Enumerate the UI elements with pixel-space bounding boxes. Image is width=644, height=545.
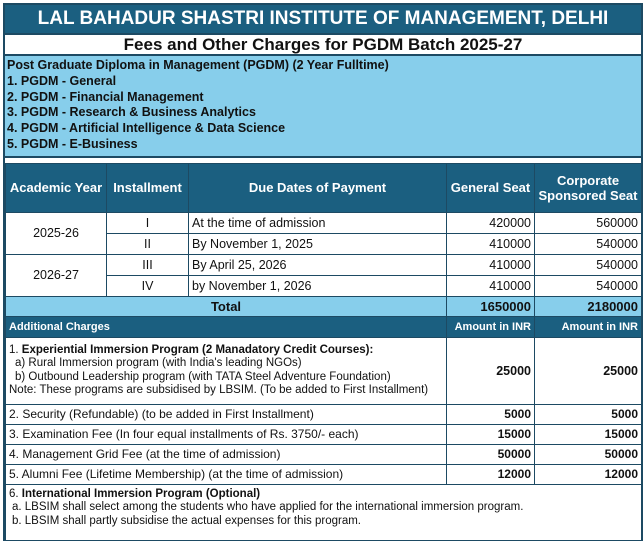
general-amount: 410000: [446, 232, 535, 255]
total-row: Total 1650000 2180000: [5, 295, 642, 317]
installment: II: [106, 232, 189, 255]
col-academic-year: Academic Year: [5, 162, 107, 213]
item-detail: a) Rural Immersion program (with India's…: [15, 357, 302, 370]
corporate-amount: 50000: [534, 443, 642, 465]
installment: IV: [106, 274, 189, 297]
due-date: By November 1, 2025: [188, 232, 447, 255]
program-item: 5. PGDM - E-Business: [7, 136, 138, 151]
additional-row: 5. Alumni Fee (Lifetime Membership) (at …: [5, 463, 642, 485]
amount-label-corporate: Amount in INR: [534, 315, 642, 338]
charge-label: 3. Examination Fee (In four equal instal…: [5, 423, 447, 445]
general-amount: 25000: [446, 336, 535, 405]
charge-label: 2. Security (Refundable) (to be added in…: [5, 403, 447, 425]
col-installment: Installment: [106, 162, 189, 213]
page-title: Fees and Other Charges for PGDM Batch 20…: [5, 35, 641, 56]
item-detail: b) Outbound Leadership program (with TAT…: [15, 370, 391, 383]
item-title: International Immersion Program (Optiona…: [21, 487, 261, 500]
due-date: By April 25, 2026: [188, 253, 447, 276]
program-item: 1. PGDM - General: [7, 73, 117, 88]
program-item: 2. PGDM - Financial Management: [7, 89, 204, 104]
col-corporate-seat: Corporate Sponsored Seat: [534, 162, 642, 213]
general-amount: 15000: [446, 423, 535, 445]
corporate-amount: 25000: [534, 336, 642, 405]
fee-document: LAL BAHADUR SHASTRI INSTITUTE OF MANAGEM…: [3, 3, 643, 541]
col-general-seat: General Seat: [446, 162, 535, 213]
item-number: 6.: [9, 487, 22, 500]
item-detail: b. LBSIM shall partly subsidise the actu…: [12, 514, 362, 527]
col-due-dates: Due Dates of Payment: [188, 162, 447, 213]
additional-row: 3. Examination Fee (In four equal instal…: [5, 423, 642, 445]
installment: I: [106, 211, 189, 234]
additional-row: 6. International Immersion Program (Opti…: [5, 483, 642, 541]
charge-label: 5. Alumni Fee (Lifetime Membership) (at …: [5, 463, 447, 485]
corporate-amount: 540000: [534, 232, 642, 255]
charge-label: 4. Management Grid Fee (at the time of a…: [5, 443, 447, 465]
corporate-amount: 15000: [534, 423, 642, 445]
program-heading: Post Graduate Diploma in Management (PGD…: [7, 58, 389, 72]
corporate-amount: 5000: [534, 403, 642, 425]
table-row: 2026-27 III By April 25, 2026 410000 540…: [5, 253, 642, 297]
amount-label-general: Amount in INR: [446, 315, 535, 338]
program-list: Post Graduate Diploma in Management (PGD…: [5, 56, 641, 158]
item-title: Experiential Immersion Program (2 Manada…: [21, 343, 374, 356]
corporate-amount: 560000: [534, 211, 642, 234]
fee-table-header: Academic Year Installment Due Dates of P…: [5, 162, 642, 213]
additional-charges-header: Additional Charges Amount in INR Amount …: [5, 315, 642, 338]
additional-charges-heading: Additional Charges: [5, 315, 447, 338]
general-amount: 5000: [446, 403, 535, 425]
academic-year: 2025-26: [5, 211, 107, 255]
total-general: 1650000: [446, 295, 535, 317]
program-item: 3. PGDM - Research & Business Analytics: [7, 105, 256, 120]
due-date: At the time of admission: [188, 211, 447, 234]
table-row: 2025-26 I At the time of admission 42000…: [5, 211, 642, 255]
general-amount: 50000: [446, 443, 535, 465]
general-amount: 420000: [446, 211, 535, 234]
item-number: 1.: [9, 343, 22, 356]
fee-table: Academic Year Installment Due Dates of P…: [5, 162, 642, 541]
item-note: Note: These programs are subsidised by L…: [9, 384, 429, 397]
table-row: IV by November 1, 2026 410000 540000: [6, 274, 642, 297]
corporate-amount: 540000: [534, 253, 642, 276]
corporate-amount: 540000: [534, 274, 642, 297]
academic-year: 2026-27: [5, 253, 107, 297]
general-amount: 12000: [446, 463, 535, 485]
total-label: Total: [5, 295, 447, 317]
additional-row: 1. Experiential Immersion Program (2 Man…: [5, 336, 642, 405]
institute-title: LAL BAHADUR SHASTRI INSTITUTE OF MANAGEM…: [5, 5, 641, 35]
general-amount: 410000: [446, 253, 535, 276]
due-date: by November 1, 2026: [188, 274, 447, 297]
experiential-immersion-cell: 1. Experiential Immersion Program (2 Man…: [5, 336, 447, 405]
item-detail: a. LBSIM shall select among the students…: [12, 501, 524, 514]
additional-row: 4. Management Grid Fee (at the time of a…: [5, 443, 642, 465]
general-amount: 410000: [446, 274, 535, 297]
installment: III: [106, 253, 189, 276]
international-immersion-cell: 6. International Immersion Program (Opti…: [5, 483, 642, 541]
total-corporate: 2180000: [534, 295, 642, 317]
corporate-amount: 12000: [534, 463, 642, 485]
additional-row: 2. Security (Refundable) (to be added in…: [5, 403, 642, 425]
program-item: 4. PGDM - Artificial Intelligence & Data…: [7, 121, 286, 136]
